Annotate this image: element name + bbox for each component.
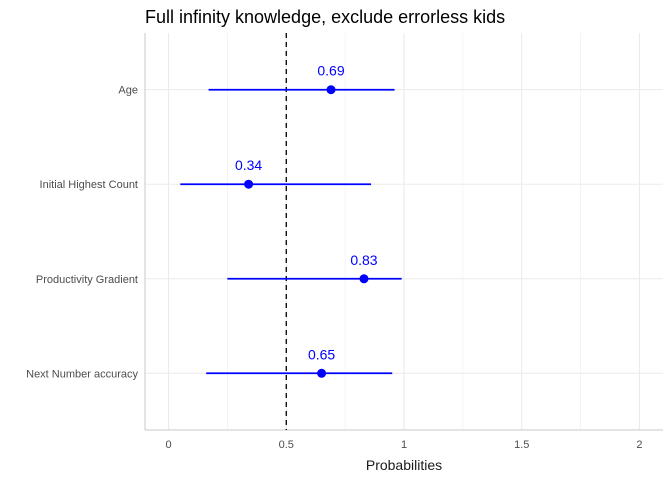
- y-tick-label: Next Number accuracy: [26, 368, 138, 380]
- data-label: 0.34: [235, 157, 262, 173]
- grid: [145, 33, 663, 430]
- data-label: 0.69: [317, 63, 344, 79]
- data-label: 0.83: [350, 252, 377, 268]
- x-axis-title: Probabilities: [366, 457, 442, 473]
- x-tick-label: 1: [401, 439, 407, 451]
- point: [317, 368, 327, 378]
- x-tick-label: 2: [636, 439, 642, 451]
- x-tick-label: 0.5: [279, 439, 294, 451]
- marks: 0.69 0.34 0.83 0.65: [180, 63, 402, 378]
- data-label: 0.65: [308, 346, 335, 362]
- chart-title: Full infinity knowledge, exclude errorle…: [145, 7, 505, 27]
- point: [326, 85, 336, 95]
- x-tick-label: 0: [165, 439, 171, 451]
- y-tick-label: Age: [118, 85, 138, 97]
- point: [244, 179, 254, 189]
- x-tick-label: 1.5: [514, 439, 529, 451]
- point: [359, 274, 369, 284]
- x-tick-labels: 0 0.5 1 1.5 2: [165, 439, 642, 451]
- y-tick-labels: Age Initial Highest Count Productivity Gra…: [26, 85, 138, 381]
- y-tick-label: Initial Highest Count: [40, 179, 138, 191]
- y-tick-label: Productivity Gradient: [36, 274, 138, 286]
